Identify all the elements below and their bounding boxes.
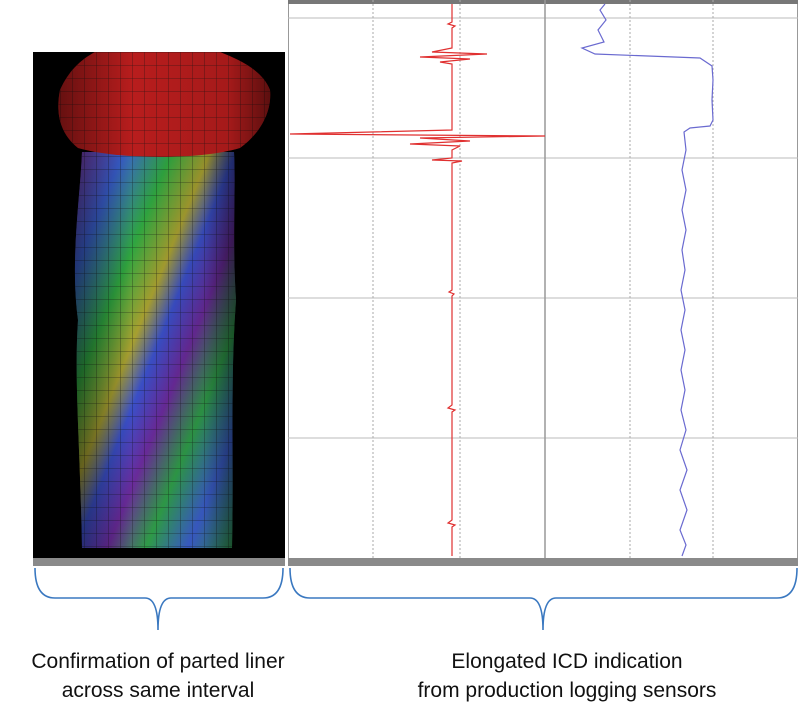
captions: Confirmation of parted liner across same… [31, 650, 716, 702]
caption-line: across same interval [62, 679, 255, 702]
caption-line: from production logging sensors [418, 679, 717, 702]
caption-line: Confirmation of parted liner [31, 650, 284, 673]
caption-line: Elongated ICD indication [451, 650, 682, 673]
liner-render [33, 52, 285, 566]
log-tracks [288, 0, 798, 566]
braces [34, 567, 798, 631]
